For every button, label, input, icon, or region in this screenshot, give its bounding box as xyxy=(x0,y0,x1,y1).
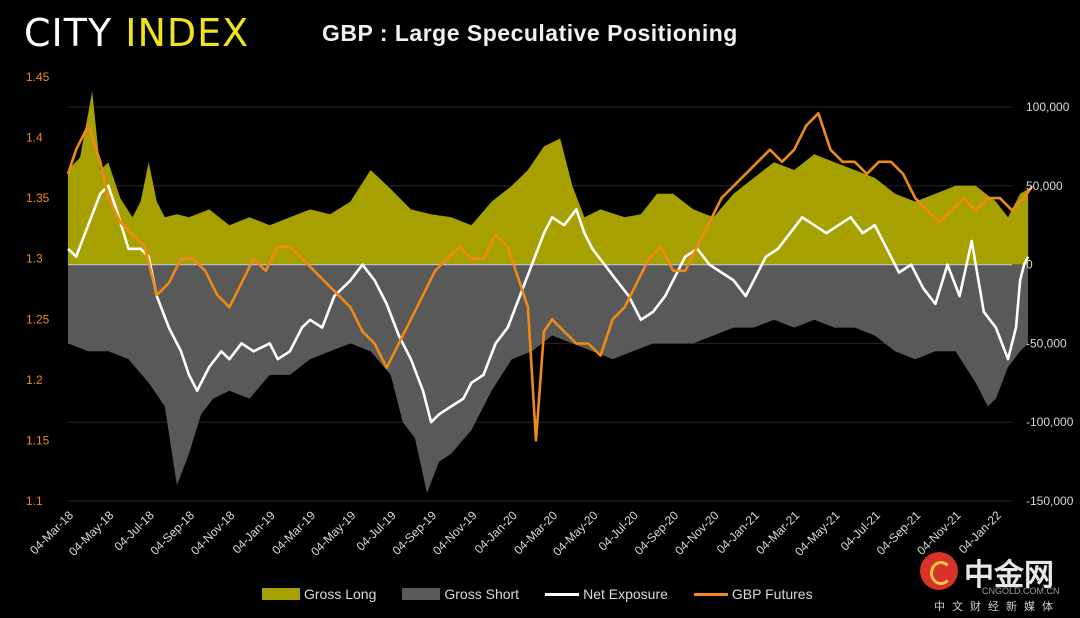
x-axis-tick-label: 04-May-20 xyxy=(550,508,601,559)
left-axis-tick-label: 1.2 xyxy=(26,373,43,387)
legend-label: Gross Long xyxy=(304,586,377,602)
left-axis-tick-label: 1.1 xyxy=(26,494,43,508)
legend-label: Net Exposure xyxy=(583,586,668,602)
right-axis-tick-label: -100,000 xyxy=(1026,415,1074,429)
legend-item: Gross Long xyxy=(262,586,376,602)
area-gross-short xyxy=(68,264,1029,494)
legend-label: GBP Futures xyxy=(731,586,813,602)
left-axis-tick-label: 1.35 xyxy=(26,191,50,205)
logo-part-city: CITY xyxy=(24,11,126,55)
legend-swatch xyxy=(545,592,580,596)
x-axis-tick-label: 04-May-21 xyxy=(792,508,843,559)
area-gross-long xyxy=(68,91,1029,265)
legend-swatch xyxy=(262,588,300,600)
right-axis-tick-label: 50,000 xyxy=(1026,179,1063,193)
legend-swatch xyxy=(693,592,728,596)
line-series xyxy=(66,112,1034,442)
x-axis-ticks: 04-Mar-1804-May-1804-Jul-1804-Sep-1804-N… xyxy=(27,508,1004,559)
left-axis-tick-label: 1.15 xyxy=(26,433,50,447)
legend-item: GBP Futures xyxy=(693,586,813,602)
right-axis-tick-label: 0 xyxy=(1026,258,1033,272)
left-axis-tick-label: 1.4 xyxy=(26,131,43,145)
left-axis-tick-label: 1.3 xyxy=(26,252,43,266)
watermark-brand: 中金网 xyxy=(964,559,1054,592)
city-index-logo: CITY INDEX xyxy=(24,8,249,58)
legend-item: Net Exposure xyxy=(545,586,668,602)
cngold-logo-icon xyxy=(920,552,958,590)
right-axis-ticks: 100,000 50,000 0 -50,000 -100,000 -150,000 xyxy=(1026,100,1074,508)
legend: Gross Long Gross Short Net Exposure GBP Fut… xyxy=(262,585,839,603)
right-axis-tick-label: -50,000 xyxy=(1026,336,1067,350)
chart-title: GBP : Large Speculative Positioning xyxy=(322,20,738,46)
left-axis-tick-label: 1.45 xyxy=(26,70,50,84)
area-series xyxy=(68,91,1029,494)
x-axis-tick-label: 04-Nov-18 xyxy=(188,508,238,558)
x-axis-tick-label: 04-May-18 xyxy=(66,508,117,559)
x-axis-tick-label: 04-Nov-19 xyxy=(430,508,480,558)
legend-swatch xyxy=(402,588,441,600)
legend-item: Gross Short xyxy=(402,586,519,602)
cngold-watermark: 中金网 CNGOLD.COM.CN 中文财经新媒体 xyxy=(920,550,1070,613)
watermark-tagline: 中文财经新媒体 xyxy=(934,601,1060,613)
right-axis-tick-label: -150,000 xyxy=(1026,494,1074,508)
legend-label: Gross Short xyxy=(444,586,520,602)
logo-part-index: INDEX xyxy=(125,11,250,55)
left-axis-tick-label: 1.25 xyxy=(26,312,50,326)
right-axis-tick-label: 100,000 xyxy=(1026,100,1070,114)
watermark-url: CNGOLD.COM.CN xyxy=(982,586,1060,596)
x-axis-tick-label: 04-Nov-20 xyxy=(672,508,722,558)
line-net-exposure xyxy=(67,184,1030,424)
line-gbp-futures xyxy=(66,112,1034,442)
left-axis-ticks: 1.45 1.4 1.35 1.3 1.25 1.2 1.15 1.1 xyxy=(26,70,50,508)
